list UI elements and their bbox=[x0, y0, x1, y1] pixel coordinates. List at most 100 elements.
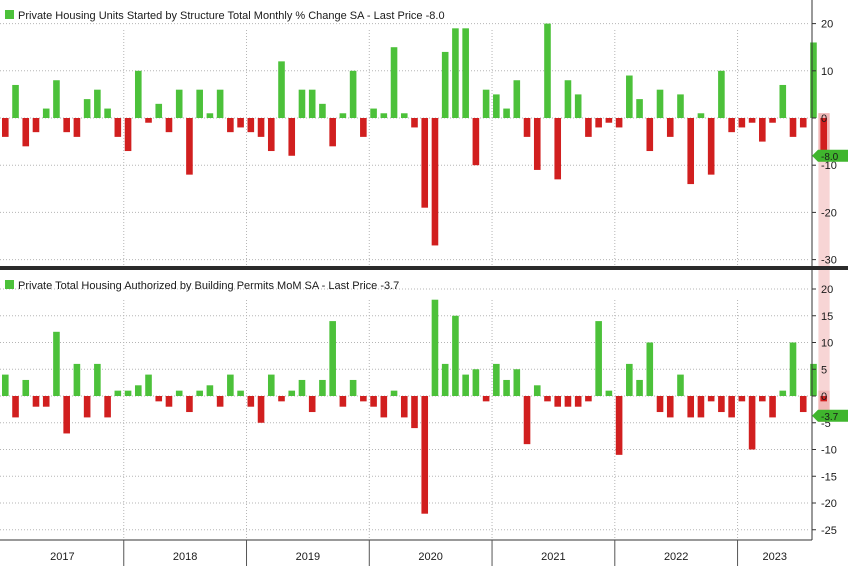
bar bbox=[636, 99, 643, 118]
bar bbox=[656, 396, 664, 413]
bar bbox=[759, 118, 766, 142]
bar bbox=[564, 396, 572, 407]
housing-starts-grid bbox=[0, 23, 808, 266]
bar bbox=[53, 331, 60, 396]
bar bbox=[22, 118, 30, 147]
building-permits-highlight bbox=[818, 390, 830, 422]
bar bbox=[472, 369, 480, 396]
bar bbox=[175, 89, 183, 118]
bar bbox=[145, 118, 152, 123]
bar bbox=[493, 94, 500, 118]
housing-starts-legend: Private Housing Units Started by Structu… bbox=[5, 10, 445, 22]
bar bbox=[42, 396, 50, 407]
last-price-box bbox=[812, 149, 848, 162]
bar bbox=[666, 396, 674, 418]
bar bbox=[452, 28, 459, 118]
bar bbox=[104, 108, 111, 118]
bar bbox=[175, 390, 183, 396]
bar bbox=[421, 118, 429, 208]
bar bbox=[380, 113, 388, 118]
bar bbox=[636, 379, 643, 396]
bar bbox=[165, 396, 173, 407]
bar bbox=[12, 396, 19, 418]
y-tick-label: 5 bbox=[821, 364, 827, 376]
bar bbox=[329, 321, 336, 396]
bar bbox=[441, 51, 449, 118]
bar bbox=[472, 118, 480, 166]
bar bbox=[707, 396, 715, 402]
bar bbox=[2, 374, 9, 396]
building-permits-grid bbox=[0, 288, 808, 540]
bar bbox=[53, 80, 60, 118]
housing-starts-panel: 20 10 0 -10 -20 -30 Private Housing Units Sta… bbox=[0, 0, 848, 267]
bar bbox=[574, 396, 582, 407]
building-permits-legend: Private Total Housing Authorized by Buil… bbox=[5, 280, 399, 292]
bar bbox=[564, 80, 572, 118]
bar bbox=[441, 363, 449, 396]
building-permits-last-price-tag: -3.7 bbox=[812, 409, 848, 423]
bar bbox=[155, 103, 163, 118]
bar bbox=[278, 396, 285, 402]
bar bbox=[298, 379, 306, 396]
bar bbox=[687, 396, 695, 418]
bar bbox=[216, 89, 224, 118]
bar bbox=[370, 108, 377, 118]
bar bbox=[186, 396, 193, 413]
bar bbox=[390, 390, 398, 396]
bar bbox=[94, 363, 101, 396]
bar bbox=[697, 113, 705, 118]
bar bbox=[779, 84, 787, 118]
bar bbox=[810, 363, 817, 396]
bar bbox=[748, 396, 756, 450]
y-tick-label: -20 bbox=[821, 498, 837, 510]
bar bbox=[759, 396, 766, 402]
bar bbox=[789, 118, 797, 137]
bar bbox=[718, 70, 725, 118]
bar bbox=[503, 379, 510, 396]
bar bbox=[196, 390, 203, 396]
bar bbox=[789, 342, 797, 396]
bar bbox=[810, 42, 817, 119]
bar bbox=[656, 89, 664, 118]
bar bbox=[227, 118, 234, 133]
last-bar-highlight bbox=[818, 390, 830, 422]
bar bbox=[718, 396, 725, 413]
bar bbox=[554, 396, 562, 407]
bar bbox=[482, 396, 490, 402]
bar bbox=[155, 396, 163, 402]
housing-starts-last-price-value: -8.0 bbox=[821, 152, 839, 163]
y-tick-label: 0 bbox=[821, 113, 827, 125]
bar bbox=[462, 374, 469, 396]
bar bbox=[298, 89, 306, 118]
bar bbox=[267, 374, 275, 396]
bar bbox=[513, 80, 521, 118]
bar bbox=[769, 396, 776, 418]
y-tick-label: -5 bbox=[821, 418, 831, 430]
housing-starts-last-price-tag: -8.0 bbox=[812, 149, 848, 163]
bar bbox=[493, 363, 500, 396]
bar bbox=[748, 118, 756, 123]
bar bbox=[288, 118, 296, 156]
bar bbox=[349, 70, 357, 118]
bar bbox=[94, 89, 101, 118]
bar bbox=[216, 396, 224, 407]
bar bbox=[574, 94, 582, 118]
building-permits-legend-swatch bbox=[5, 280, 14, 289]
year-label: 2020 bbox=[418, 551, 442, 563]
bar bbox=[145, 374, 152, 396]
y-tick-label: 10 bbox=[821, 338, 833, 350]
year-label: 2019 bbox=[296, 551, 320, 563]
bar bbox=[32, 396, 40, 407]
bar bbox=[124, 390, 132, 396]
bar bbox=[339, 113, 347, 118]
bar bbox=[247, 396, 255, 407]
bar bbox=[677, 94, 684, 118]
y-tick-label: -15 bbox=[821, 471, 837, 483]
y-tick-label: 10 bbox=[821, 66, 833, 78]
bar bbox=[186, 118, 193, 175]
bar bbox=[646, 118, 654, 152]
y-tick-label: -20 bbox=[821, 207, 837, 219]
bar bbox=[585, 118, 592, 137]
bar bbox=[503, 108, 510, 118]
bar bbox=[196, 89, 203, 118]
